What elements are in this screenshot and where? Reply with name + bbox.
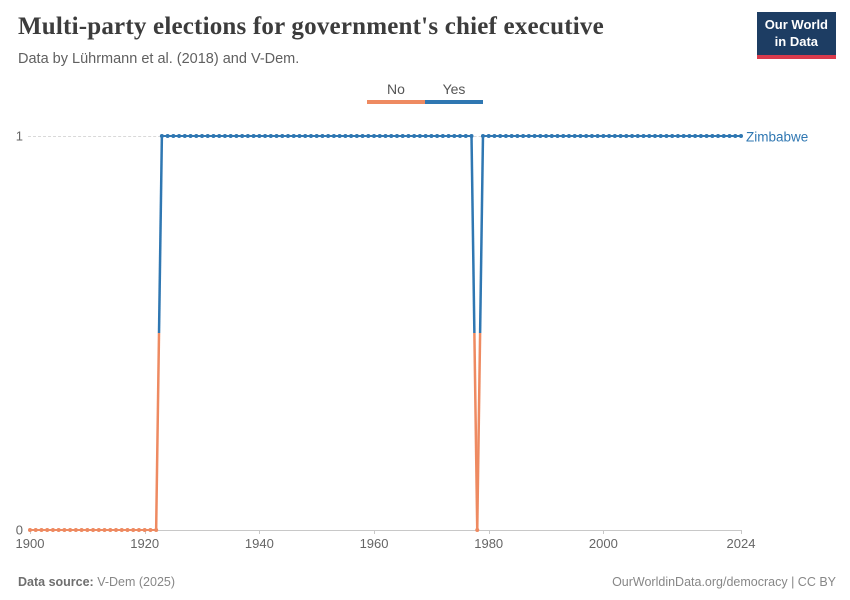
x-tick-mark <box>488 530 490 534</box>
x-tick-mark <box>144 530 146 534</box>
x-tick-mark <box>374 530 376 534</box>
legend-swatch-no <box>367 100 425 104</box>
credit-link[interactable]: OurWorldinData.org/democracy | CC BY <box>612 575 836 589</box>
x-axis-tick-label: 2000 <box>588 536 618 551</box>
chart-title: Multi-party elections for government's c… <box>18 13 604 40</box>
legend-item-yes[interactable]: Yes <box>425 81 483 104</box>
legend: No Yes <box>0 81 850 104</box>
x-tick-mark <box>30 530 31 534</box>
y-axis-tick-label: 1 <box>15 128 23 144</box>
legend-swatch-yes <box>425 100 483 104</box>
footer: Data source: V-Dem (2025) OurWorldinData… <box>18 575 836 589</box>
data-line-segment <box>478 135 485 334</box>
x-tick-mark <box>741 530 742 534</box>
owid-logo-line1: Our World <box>764 17 828 32</box>
x-axis-tick-label: 2024 <box>726 536 756 551</box>
x-axis-tick-label: 1920 <box>130 536 160 551</box>
data-line-segment <box>157 135 164 334</box>
gridline-y1 <box>28 136 742 137</box>
data-source-note: Data source: V-Dem (2025) <box>18 575 175 589</box>
legend-label-yes: Yes <box>442 81 466 97</box>
x-axis-tick-label: 1900 <box>15 536 45 551</box>
data-line-segment <box>154 332 161 531</box>
data-line-segment <box>473 332 479 531</box>
owid-logo[interactable]: Our World in Data <box>756 12 836 59</box>
x-tick-mark <box>603 530 605 534</box>
x-axis-tick-label: 1960 <box>359 536 389 551</box>
data-source-label: Data source: <box>18 575 94 589</box>
x-axis-tick-label: 1940 <box>244 536 274 551</box>
chart-subtitle: Data by Lührmann et al. (2018) and V-Dem… <box>18 51 300 67</box>
y-axis-tick-label: 0 <box>15 522 23 538</box>
legend-label-no: No <box>387 81 405 97</box>
data-source-value: V-Dem (2025) <box>97 575 176 589</box>
data-line-segment <box>475 332 482 531</box>
x-axis-line <box>28 530 742 531</box>
x-tick-mark <box>259 530 261 534</box>
legend-item-no[interactable]: No <box>367 81 425 104</box>
data-line-segment <box>470 135 476 334</box>
entity-label[interactable]: Zimbabwe <box>746 129 809 145</box>
owid-logo-line2: in Data <box>774 33 819 49</box>
x-axis-tick-label: 1980 <box>474 536 504 551</box>
